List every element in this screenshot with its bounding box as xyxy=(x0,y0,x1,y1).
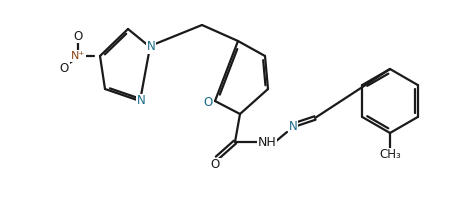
Text: N: N xyxy=(137,95,145,108)
Text: O: O xyxy=(210,159,220,171)
Text: O: O xyxy=(60,62,69,74)
Text: CH₃: CH₃ xyxy=(379,148,401,161)
Text: N: N xyxy=(289,120,297,132)
Text: NH: NH xyxy=(258,136,276,148)
Text: ⁻: ⁻ xyxy=(57,67,63,77)
Text: O: O xyxy=(203,97,212,110)
Text: N⁺: N⁺ xyxy=(71,51,85,61)
Text: O: O xyxy=(74,30,83,42)
Text: N: N xyxy=(147,41,156,53)
